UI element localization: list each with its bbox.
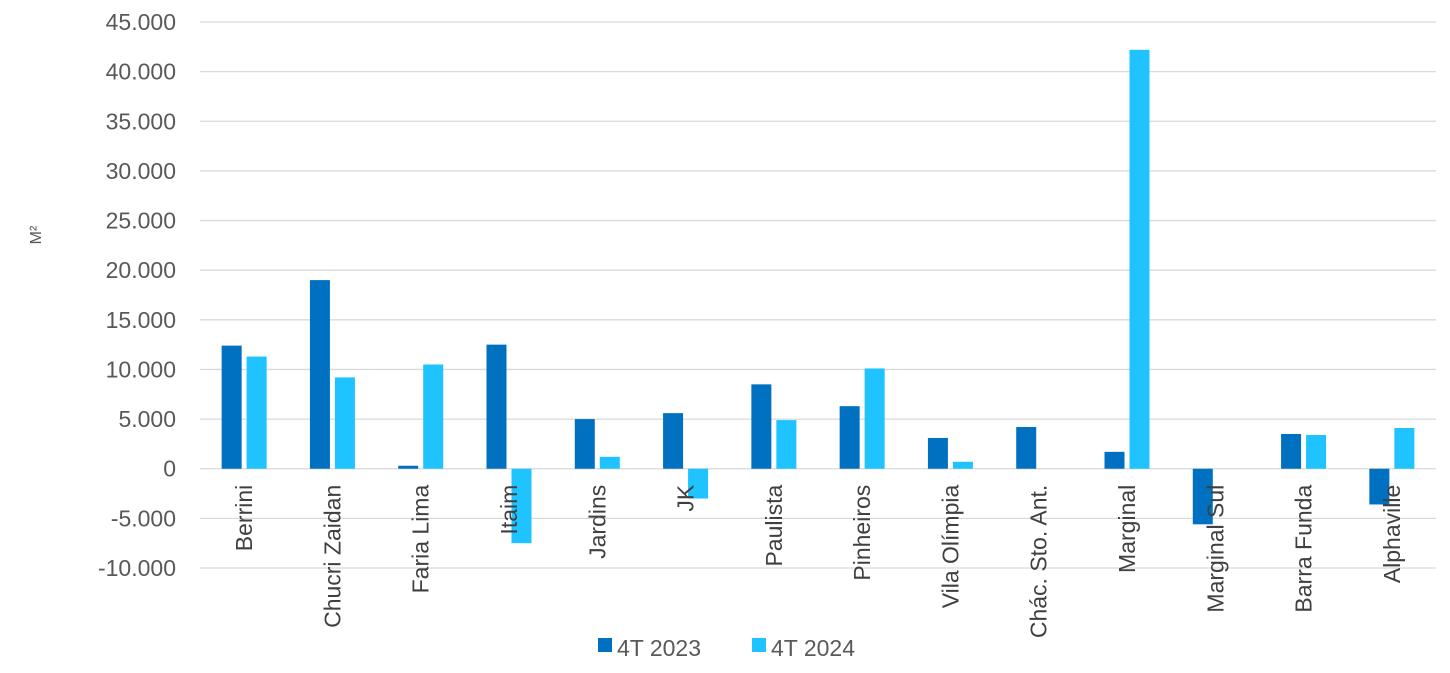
legend-label: 4T 2023 bbox=[617, 635, 701, 661]
category-label: Faria Lima bbox=[408, 485, 434, 594]
category-label: Itaim bbox=[496, 485, 522, 535]
bars bbox=[221, 49, 1415, 544]
bar-series2 bbox=[511, 468, 532, 544]
bar-series1 bbox=[398, 465, 419, 469]
bar-series1 bbox=[1104, 451, 1125, 469]
category-label: Barra Funda bbox=[1291, 485, 1317, 613]
y-tick-label: 5.000 bbox=[118, 406, 176, 432]
category-label: Marginal bbox=[1114, 485, 1140, 573]
bar-series2 bbox=[423, 364, 444, 469]
bar-series1 bbox=[309, 280, 330, 469]
legend: 4T 2023 4T 2024 bbox=[598, 635, 855, 661]
gridlines bbox=[200, 21, 1436, 569]
bar-series1 bbox=[221, 345, 242, 469]
category-label: Alphaville bbox=[1379, 485, 1405, 583]
bar-series1 bbox=[1192, 468, 1213, 525]
legend-swatch bbox=[752, 638, 766, 652]
bar-series1 bbox=[1369, 468, 1390, 505]
category-label: JK bbox=[673, 484, 699, 512]
y-tick-label: 25.000 bbox=[106, 208, 176, 234]
bar-series2 bbox=[1394, 428, 1415, 469]
y-tick-label: -5.000 bbox=[111, 505, 176, 531]
category-label: Chucri Zaidan bbox=[319, 485, 345, 628]
category-label: Paulista bbox=[761, 485, 787, 567]
y-axis-ticks: -10.000 -5.000 0 5.000 10.000 15.000 20.000 25.… bbox=[98, 9, 176, 581]
bar-series1 bbox=[839, 406, 860, 469]
y-tick-label: -10.000 bbox=[98, 555, 176, 581]
bar-series1 bbox=[663, 413, 684, 469]
bar-series2 bbox=[334, 377, 355, 469]
category-label: Marginal Sul bbox=[1202, 485, 1228, 613]
y-tick-label: 45.000 bbox=[106, 9, 176, 35]
bar-series2 bbox=[776, 420, 797, 469]
y-tick-label: 20.000 bbox=[106, 257, 176, 283]
bar-series2 bbox=[1306, 434, 1327, 469]
bar-series2 bbox=[1129, 49, 1150, 469]
bar-series1 bbox=[927, 437, 948, 469]
bar-series2 bbox=[864, 368, 885, 469]
y-tick-label: 0 bbox=[163, 456, 176, 482]
category-label: Chác. Sto. Ant. bbox=[1026, 485, 1052, 638]
bar-series2 bbox=[952, 461, 973, 469]
legend-label: 4T 2024 bbox=[771, 635, 855, 661]
y-tick-label: 30.000 bbox=[106, 158, 176, 184]
legend-swatch bbox=[598, 638, 612, 652]
y-tick-label: 15.000 bbox=[106, 307, 176, 333]
bar-series1 bbox=[1016, 427, 1037, 469]
bar-series1 bbox=[751, 384, 772, 469]
y-tick-label: 35.000 bbox=[106, 108, 176, 134]
y-axis-label: M² bbox=[28, 225, 45, 244]
category-label: Pinheiros bbox=[849, 485, 875, 581]
y-tick-label: 10.000 bbox=[106, 356, 176, 382]
category-label: Berrini bbox=[231, 485, 257, 551]
bar-series2 bbox=[599, 456, 620, 469]
bar-series2 bbox=[246, 356, 267, 469]
bar-series1 bbox=[486, 344, 507, 469]
category-label: Vila Olímpia bbox=[937, 485, 963, 609]
bar-series1 bbox=[574, 419, 595, 469]
bar-series1 bbox=[1281, 433, 1302, 469]
bar-series2 bbox=[688, 468, 709, 499]
category-label: Jardins bbox=[584, 485, 610, 559]
category-labels: Berrini Chucri Zaidan Faria Lima Itaim Jardi… bbox=[231, 484, 1405, 638]
y-tick-label: 40.000 bbox=[106, 59, 176, 85]
